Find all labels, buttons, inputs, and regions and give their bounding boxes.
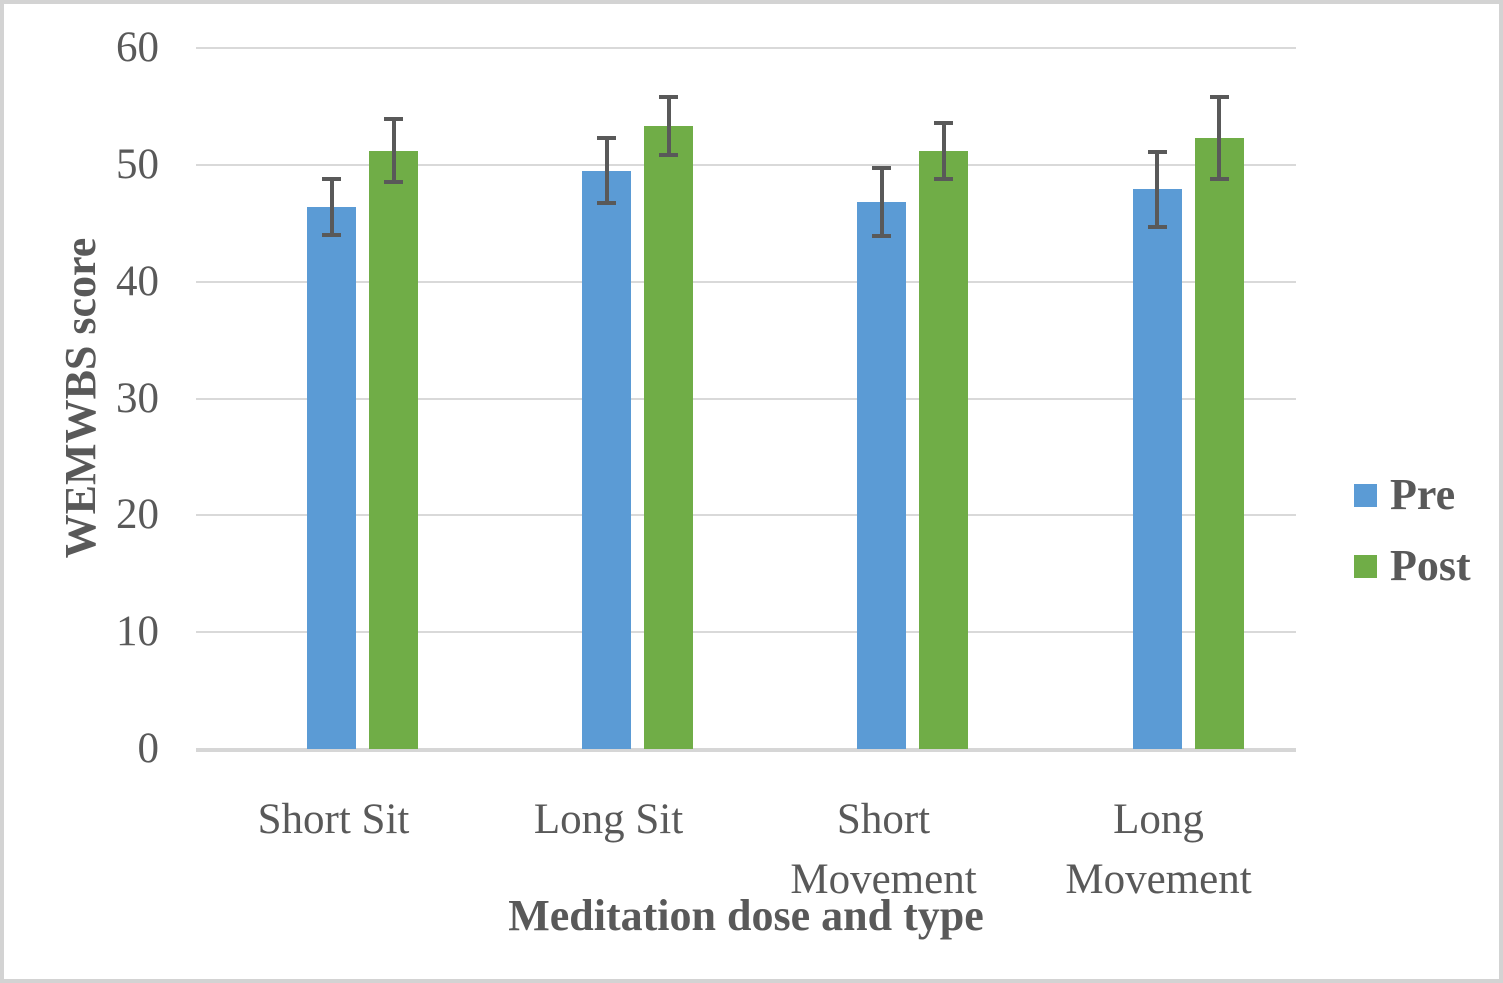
error-bar-post-long-movement-bottom-cap: [1209, 176, 1229, 181]
error-bar-post-long-movement: [1217, 97, 1221, 179]
gridline-60: [196, 47, 1296, 49]
error-bar-pre-long-movement-top-cap: [1147, 149, 1167, 154]
error-bar-pre-long-sit: [604, 137, 609, 204]
gridline-20: [196, 514, 1296, 517]
error-bar-pre-long-sit-top-cap: [597, 135, 617, 140]
error-bar-pre-long-movement: [1155, 151, 1159, 227]
legend-swatch-post-icon: [1354, 554, 1377, 578]
x-category-label-short-movement: Short Movement: [790, 796, 977, 903]
error-bar-pre-long-sit-bottom-cap: [597, 201, 617, 206]
y-tick-label-60: 60: [116, 24, 159, 71]
bar-post-long-sit: [644, 126, 694, 749]
error-bar-post-short-sit-top-cap: [384, 117, 404, 122]
gridline-50: [196, 163, 1296, 166]
x-category-label-long-movement: Long Movement: [1065, 796, 1252, 903]
error-bar-post-short-sit: [391, 119, 396, 183]
error-bar-post-long-movement-top-cap: [1209, 95, 1229, 100]
y-tick-label-20: 20: [116, 491, 159, 539]
error-bar-post-short-movement-top-cap: [934, 120, 954, 125]
y-tick-label-30: 30: [116, 374, 159, 422]
legend-item-post: Post: [1354, 544, 1471, 588]
bar-pre-short-sit: [307, 206, 357, 749]
bar-post-short-movement: [919, 150, 969, 749]
x-axis-title: Meditation dose and type: [508, 891, 984, 940]
error-bar-pre-long-movement-bottom-cap: [1147, 224, 1167, 229]
gridline-10: [196, 631, 1296, 634]
error-bar-pre-short-movement-bottom-cap: [872, 234, 892, 239]
error-bar-post-long-sit-bottom-cap: [659, 153, 679, 158]
error-bar-post-short-sit-bottom-cap: [384, 180, 404, 185]
y-tick-label-10: 10: [116, 608, 159, 656]
bar-pre-long-movement: [1132, 189, 1182, 749]
error-bar-post-short-movement-bottom-cap: [934, 176, 954, 181]
x-category-label-short-sit: Short Sit: [257, 796, 410, 843]
error-bar-pre-short-sit-top-cap: [322, 176, 342, 181]
y-tick-label-50: 50: [116, 140, 159, 188]
error-bar-post-short-movement: [941, 122, 946, 179]
legend-label-post: Post: [1390, 541, 1471, 590]
error-bar-pre-short-movement: [879, 168, 884, 237]
legend-swatch-pre-icon: [1354, 483, 1377, 507]
bar-post-short-sit: [369, 150, 419, 749]
y-tick-label-40: 40: [116, 257, 159, 305]
legend-label-pre: Pre: [1390, 470, 1456, 519]
bar-pre-long-sit: [582, 170, 632, 749]
gridline-40: [196, 280, 1296, 283]
error-bar-pre-short-movement-top-cap: [872, 166, 892, 171]
error-bar-pre-short-sit-bottom-cap: [322, 232, 342, 237]
bar-pre-short-movement: [857, 202, 907, 749]
error-bar-post-long-sit-top-cap: [659, 95, 679, 100]
x-axis-line: [196, 748, 1296, 752]
y-axis-title: WEMWBS score: [56, 237, 105, 559]
bar-post-long-movement: [1194, 137, 1244, 749]
gridline-30: [196, 397, 1296, 400]
x-category-label-long-sit: Long Sit: [533, 796, 684, 843]
error-bar-post-long-sit: [666, 97, 671, 156]
y-tick-label-0: 0: [137, 725, 160, 772]
legend-item-pre: Pre: [1354, 473, 1455, 517]
error-bar-pre-short-sit: [329, 178, 334, 235]
